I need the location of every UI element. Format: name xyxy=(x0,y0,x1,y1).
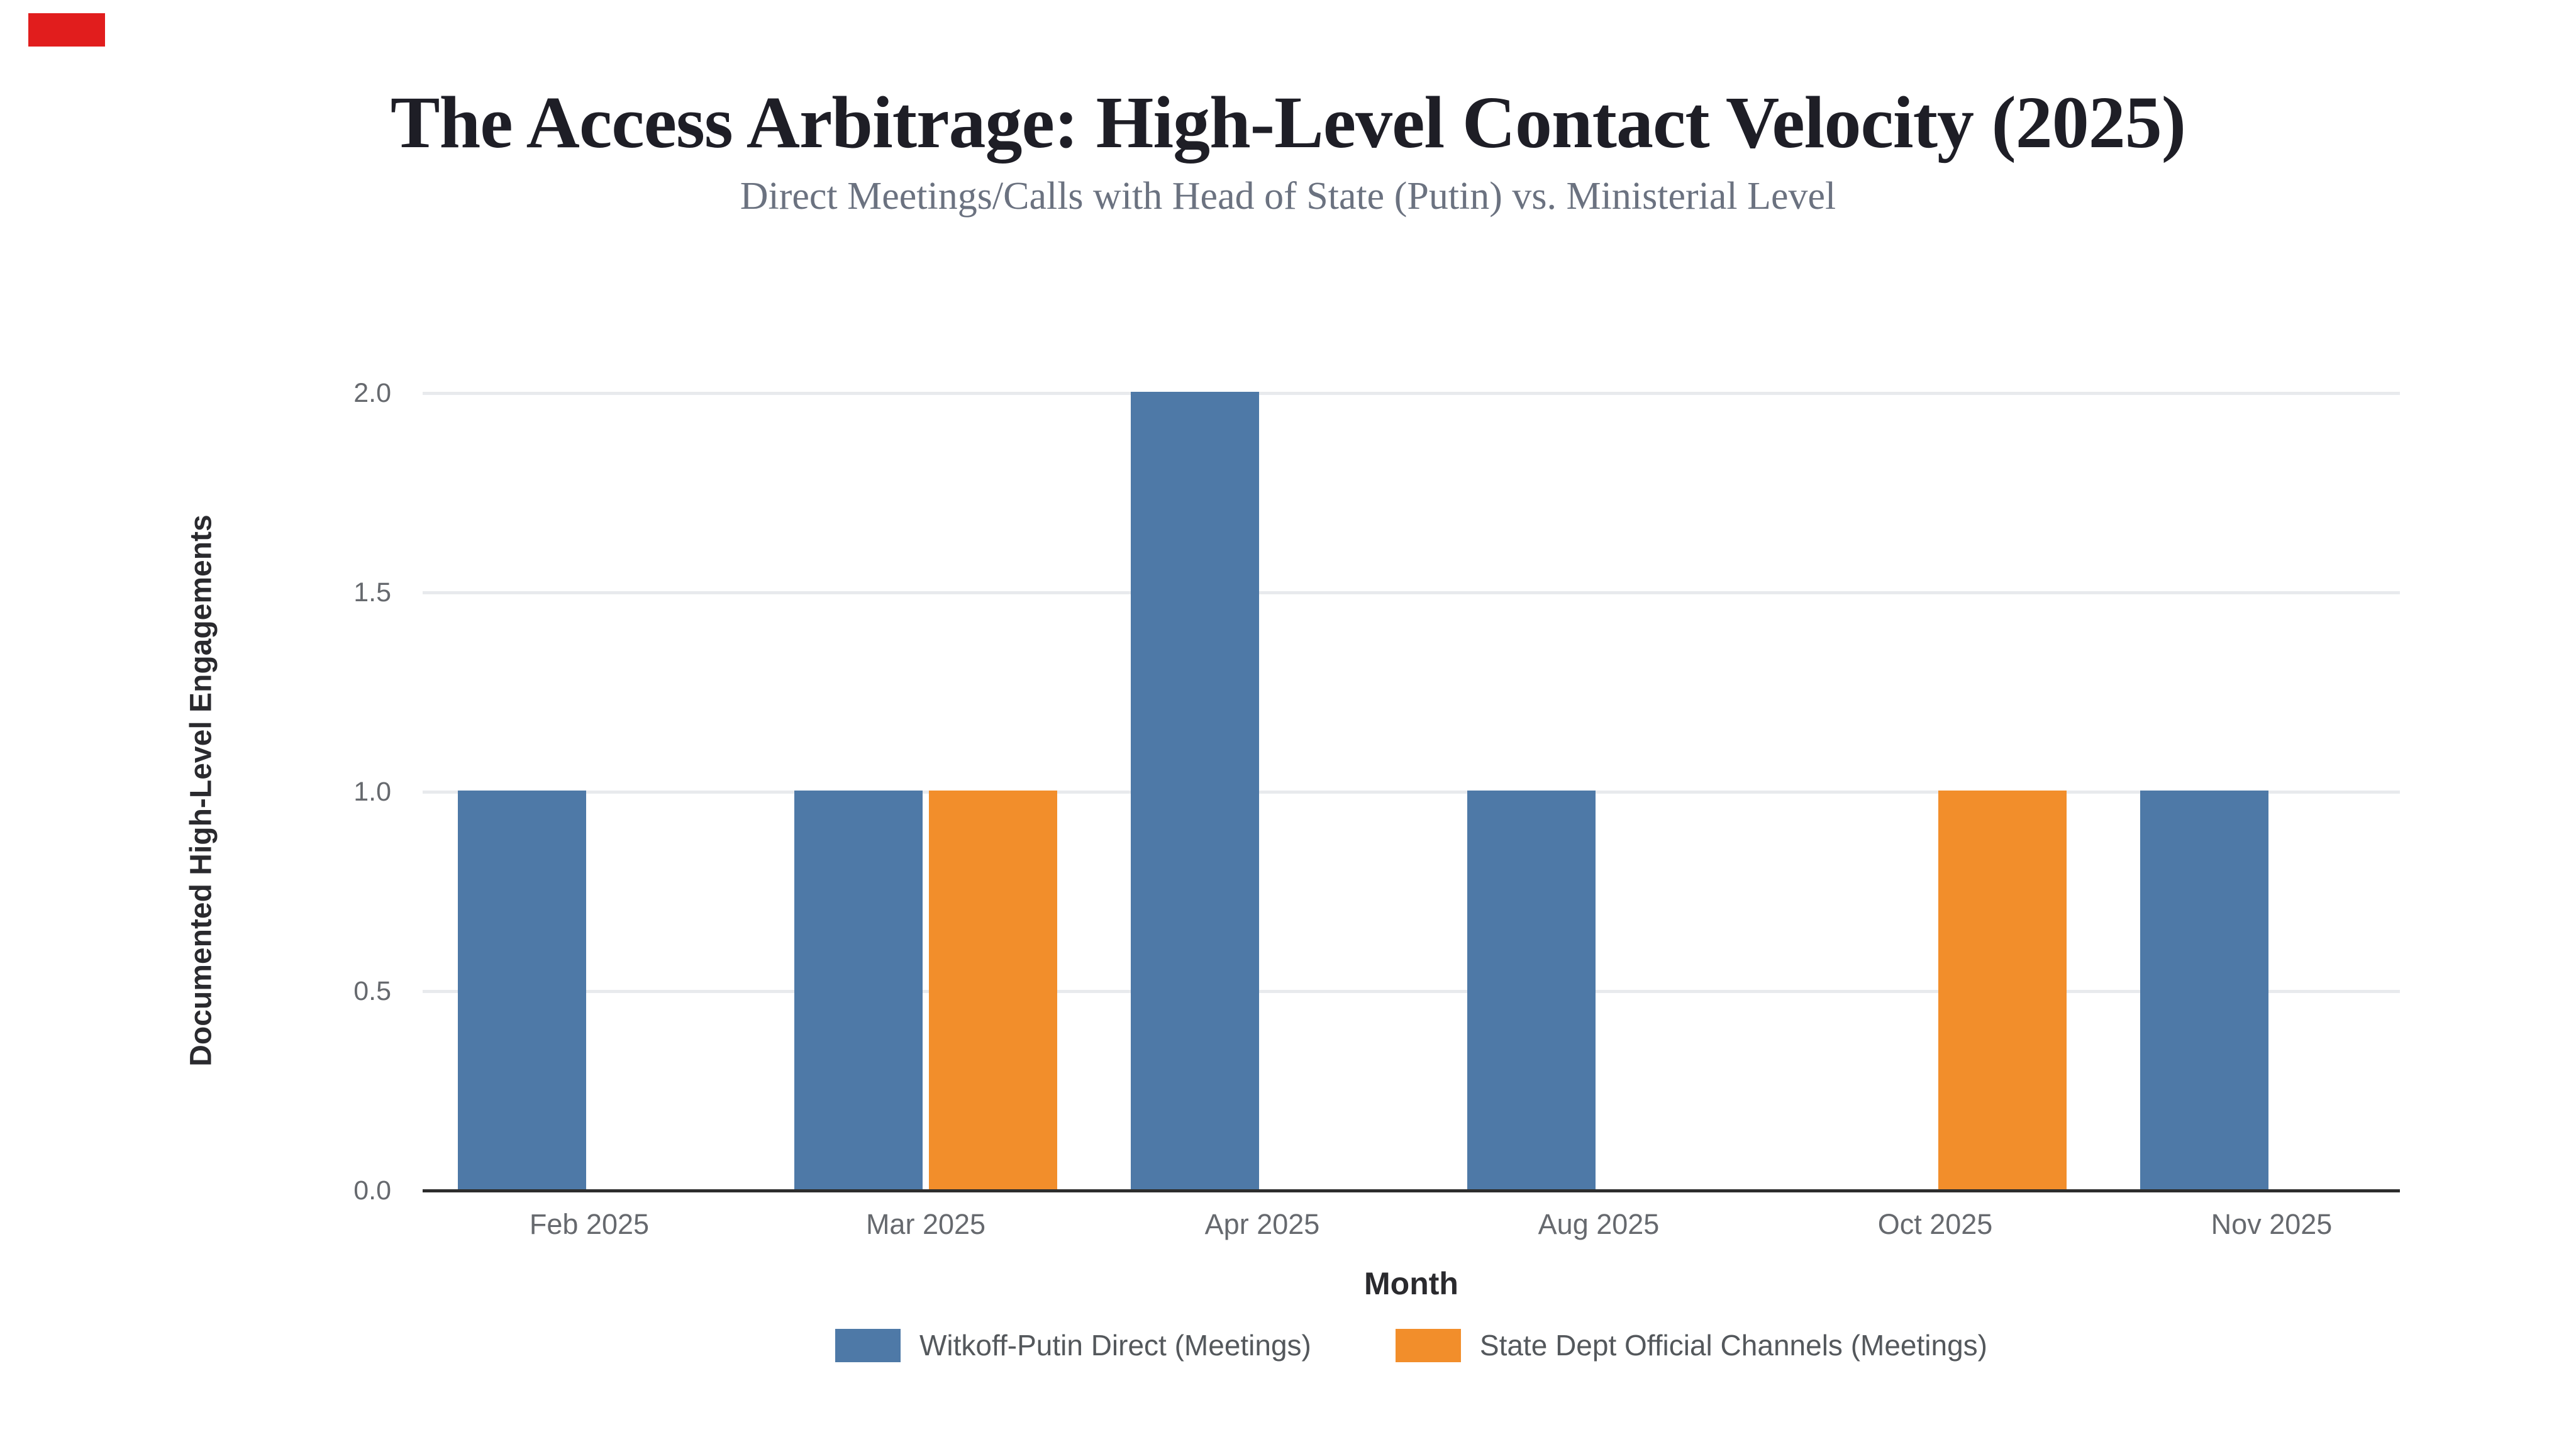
y-tick-label-0.0: 0.0 xyxy=(353,1175,391,1206)
gridline-y-0.5 xyxy=(423,990,2400,993)
legend-label: State Dept Official Channels (Meetings) xyxy=(1479,1329,1987,1362)
legend-item-state-dept-official: State Dept Official Channels (Meetings) xyxy=(1395,1328,1987,1362)
y-tick-label-2.0: 2.0 xyxy=(353,378,391,408)
bar-oct-2025-series-1 xyxy=(1938,791,2067,1189)
y-tick-label-1.0: 1.0 xyxy=(353,777,391,807)
chart-subtitle: Direct Meetings/Calls with Head of State… xyxy=(740,175,1836,218)
legend: Witkoff-Putin Direct (Meetings) State De… xyxy=(423,1328,2400,1362)
x-tick-label-aug-2025: Aug 2025 xyxy=(1538,1208,1660,1240)
gridline-y-1 xyxy=(423,791,2400,794)
bar-mar-2025-series-0 xyxy=(794,791,923,1189)
red-marker xyxy=(28,13,105,47)
legend-label: Witkoff-Putin Direct (Meetings) xyxy=(919,1329,1311,1362)
gridline-y-2 xyxy=(423,392,2400,395)
gridline-y-1.5 xyxy=(423,591,2400,594)
legend-swatch-blue xyxy=(835,1328,901,1362)
bar-nov-2025-series-0 xyxy=(2140,791,2268,1189)
y-axis-title: Documented High-Level Engagements xyxy=(184,514,218,1067)
y-tick-label-1.5: 1.5 xyxy=(353,577,391,608)
y-tick-label-0.5: 0.5 xyxy=(353,976,391,1006)
x-tick-label-apr-2025: Apr 2025 xyxy=(1204,1208,1320,1240)
x-tick-label-oct-2025: Oct 2025 xyxy=(1877,1208,1993,1240)
bar-mar-2025-series-1 xyxy=(929,791,1057,1189)
legend-swatch-orange xyxy=(1395,1328,1461,1362)
x-tick-label-nov-2025: Nov 2025 xyxy=(2211,1208,2333,1240)
bar-apr-2025-series-0 xyxy=(1131,392,1259,1189)
x-axis-title: Month xyxy=(1364,1266,1458,1301)
chart-title: The Access Arbitrage: High-Level Contact… xyxy=(390,81,2186,164)
legend-item-witkoff-putin-direct: Witkoff-Putin Direct (Meetings) xyxy=(835,1328,1311,1362)
bar-feb-2025-series-0 xyxy=(458,791,586,1189)
x-tick-label-feb-2025: Feb 2025 xyxy=(529,1208,650,1240)
bar-aug-2025-series-0 xyxy=(1467,791,1596,1189)
x-tick-label-mar-2025: Mar 2025 xyxy=(865,1208,986,1240)
plot-area xyxy=(423,392,2400,1192)
